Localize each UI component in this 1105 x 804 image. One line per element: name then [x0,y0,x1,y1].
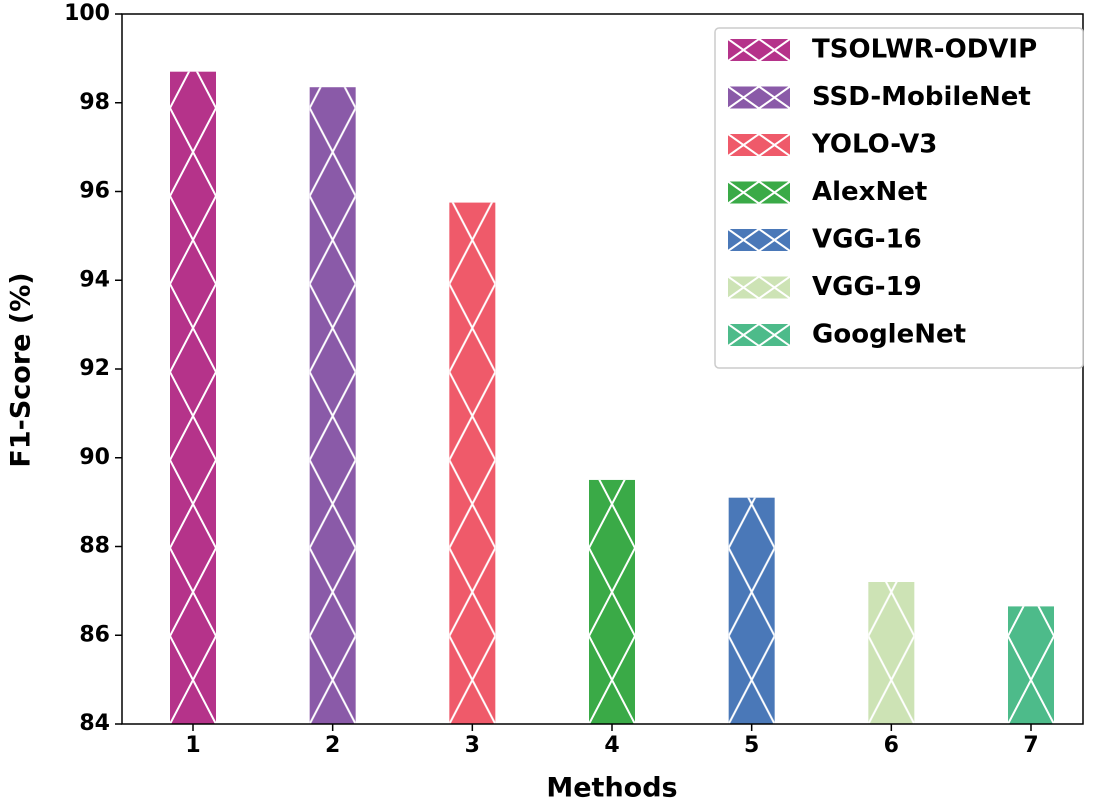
x-tick-label: 3 [465,733,480,758]
y-tick-label: 100 [64,1,110,26]
y-tick-label: 90 [79,445,110,470]
x-tick-label: 6 [884,733,899,758]
legend-hatch [728,229,790,251]
x-tick-label: 7 [1023,733,1038,758]
legend-hatch [728,134,790,156]
bar-hatch [1008,606,1054,724]
legend-label: AlexNet [812,177,927,207]
y-tick-label: 92 [79,356,110,381]
y-tick-label: 84 [79,711,110,736]
y-tick-label: 94 [79,267,110,292]
bar-hatch [868,582,915,724]
y-axis-label: F1-Score (%) [6,272,37,467]
plot-frame [121,13,1084,725]
bar-hatch [728,497,775,724]
x-tick-label: 1 [185,733,200,758]
x-tick-label: 2 [325,733,340,758]
legend-label: GoogleNet [812,320,966,350]
y-tick-label: 96 [79,179,110,204]
x-axis-label: Methods [546,773,677,804]
legend-hatch [728,181,790,204]
y-tick-label: 88 [79,534,110,559]
legend-hatch [728,39,790,61]
y-tick-label: 86 [79,622,110,647]
x-tick-label: 4 [604,733,619,758]
bar-hatch [170,71,216,724]
legend-hatch [728,276,790,299]
bar-hatch [309,87,356,724]
y-tick-label: 98 [79,90,110,115]
legend-label: SSD-MobileNet [812,82,1031,112]
legend-label: TSOLWR-ODVIP [812,35,1037,65]
legend-label: VGG-16 [812,225,922,255]
legend-hatch [728,324,790,346]
bar-hatch [449,202,496,724]
legend-label: YOLO-V3 [811,130,937,160]
x-tick-label: 5 [744,733,759,758]
legend-label: VGG-19 [812,272,922,302]
bar-hatch [589,479,635,724]
legend-hatch [728,86,790,109]
legend-box [714,27,1084,369]
